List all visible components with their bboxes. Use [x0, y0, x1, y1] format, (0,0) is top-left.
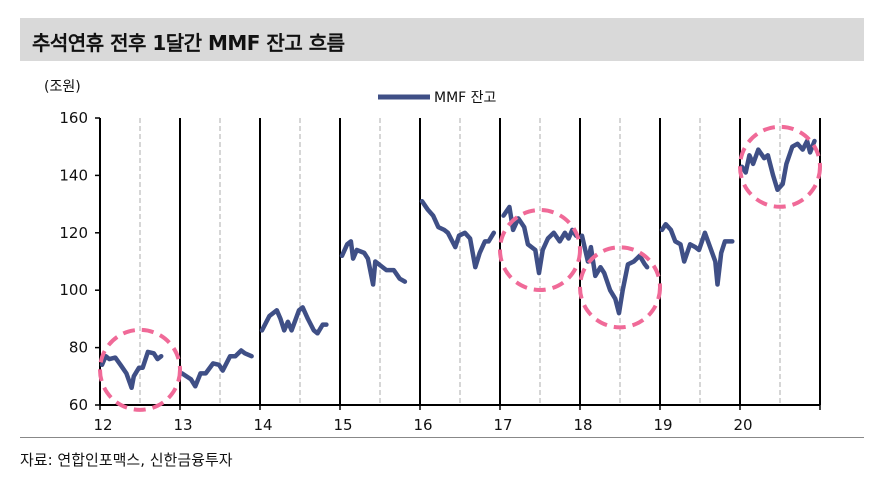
x-tick-label: 18	[573, 416, 592, 434]
x-tick-label: 16	[413, 416, 432, 434]
x-tick-label: 12	[93, 416, 112, 434]
highlight-circle-18	[578, 245, 662, 330]
highlight-circle-12	[98, 327, 182, 412]
highlight-circle-17	[498, 208, 582, 293]
x-tick-label: 13	[173, 416, 192, 434]
series-line-19	[659, 221, 735, 287]
y-axis-unit: (조원)	[44, 79, 81, 95]
y-tick-label: 60	[69, 396, 88, 414]
bottom-divider	[20, 437, 864, 438]
y-tick-label: 100	[59, 281, 88, 299]
y-tick-label: 120	[59, 224, 88, 242]
x-tick-label: 15	[333, 416, 352, 434]
source-note: 자료: 연합인포맥스, 신한금융투자	[20, 451, 233, 469]
x-tick-label: 19	[653, 416, 672, 434]
series-line-12	[99, 349, 164, 391]
series-line-20	[739, 138, 817, 193]
x-tick-label: 20	[733, 416, 752, 434]
legend-label: MMF 잔고	[434, 90, 497, 106]
series-line-15	[339, 239, 408, 287]
series-line-16	[419, 198, 497, 270]
x-tick-label: 17	[493, 416, 512, 434]
series-line-14	[259, 305, 329, 336]
title-bar: 추석연휴 전후 1달간 MMF 잔고 흐름	[20, 18, 864, 61]
y-tick-label: 160	[59, 109, 88, 127]
series-line-17	[501, 204, 579, 276]
y-tick-label: 140	[59, 166, 88, 184]
highlight-circle-20	[738, 124, 822, 209]
chart-title: 추석연휴 전후 1달간 MMF 잔고 흐름	[32, 31, 345, 55]
y-tick-label: 80	[69, 339, 88, 357]
x-tick-label: 14	[253, 416, 272, 434]
series-line-13	[179, 348, 254, 389]
